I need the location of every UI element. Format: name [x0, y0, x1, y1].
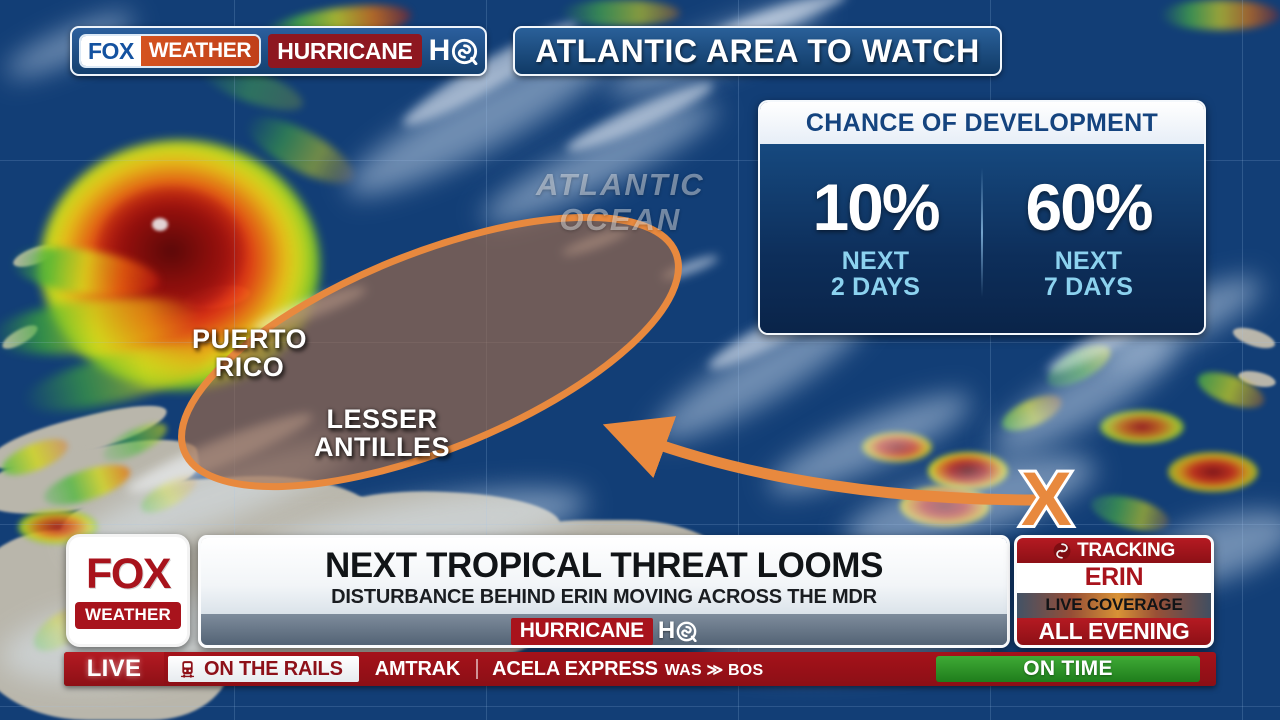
train-icon [180, 660, 195, 679]
lower-third-footer-logo: HURRICANE H [510, 617, 698, 645]
dev-panel-title: CHANCE OF DEVELOPMENT [805, 108, 1159, 137]
dev-panel-body: 10% NEXT 2 DAYS 60% NEXT 7 DAYS [760, 144, 1204, 333]
hurricane-wordmark: HURRICANE [268, 34, 422, 68]
fox-weather-logo: FOX WEATHER [66, 534, 190, 647]
tracking-row: TRACKING [1017, 538, 1211, 564]
disturbance-x-marker: X [1018, 459, 1075, 541]
news-ticker: LIVE ON THE RAILS AMTRAK ACELA EXPRESS [64, 652, 1216, 686]
hq-letter-h: H [428, 34, 451, 67]
lower-third-subtitle: DISTURBANCE BEHIND ERIN MOVING ACROSS TH… [331, 585, 877, 608]
lesser-antilles-line2: ANTILLES [314, 431, 450, 462]
chance-of-development-panel: CHANCE OF DEVELOPMENT 10% NEXT 2 DAYS 60… [758, 100, 1206, 335]
all-evening-label: ALL EVENING [1038, 617, 1190, 644]
ticker-status-label: ON TIME [1023, 657, 1113, 680]
puerto-rico-label: PUERTO RICO [192, 324, 308, 382]
dev-period-2-days: NEXT 2 DAYS [831, 248, 920, 300]
lesser-antilles-label: LESSER ANTILLES [314, 404, 450, 462]
dev-column-7-days: 60% NEXT 7 DAYS [983, 150, 1194, 323]
lower-third-footer: HURRICANE H [201, 614, 1007, 645]
lesser-antilles-line1: LESSER [326, 404, 438, 434]
fox-logo-text: FOX [86, 549, 171, 598]
lower-third-banner: NEXT TROPICAL THREAT LOOMS DISTURBANCE B… [198, 535, 1010, 648]
ticker-operator: AMTRAK [359, 658, 476, 681]
dev-period-2-days-line1: NEXT [841, 246, 910, 275]
tracking-label: TRACKING [1077, 539, 1175, 561]
dev-percent-2-days: 10% [812, 169, 940, 244]
dev-period-2-days-line2: 2 DAYS [830, 272, 921, 301]
dev-period-7-days: NEXT 7 DAYS [1044, 248, 1133, 300]
ticker-route: ACELA EXPRESS WAS ≫ BOS [478, 658, 777, 681]
ticker-live-label: LIVE [86, 655, 142, 682]
footer-hq-letter-h: H [657, 617, 676, 644]
ticker-divider [476, 659, 479, 679]
hurricane-symbol-icon [1053, 542, 1071, 560]
weather-wordmark: WEATHER [140, 36, 260, 66]
fox-wordmark: FOX [81, 36, 141, 66]
live-coverage-row: LIVE COVERAGE [1017, 592, 1211, 619]
tracking-storm-name-row: ERIN [1017, 563, 1211, 593]
headline-text: ATLANTIC AREA TO WATCH [535, 32, 980, 69]
lower-third-title: NEXT TROPICAL THREAT LOOMS [324, 545, 884, 585]
ocean-label-line2: OCEAN [559, 201, 682, 237]
hq-wordmark: H [429, 33, 479, 69]
tracking-erin-box: TRACKING ERIN LIVE COVERAGE ALL EVENING [1014, 535, 1214, 648]
atlantic-ocean-label: ATLANTIC OCEAN [536, 167, 705, 237]
weather-logo-text: WEATHER [75, 601, 181, 629]
ticker-route-leg: WAS ≫ BOS [664, 661, 764, 679]
ticker-status-badge: ON TIME [936, 656, 1200, 682]
x-glyph: X [1018, 457, 1075, 542]
lower-third-main: NEXT TROPICAL THREAT LOOMS DISTURBANCE B… [201, 538, 1007, 614]
hurricane-spiral-icon [676, 621, 697, 642]
top-banner-headline: ATLANTIC AREA TO WATCH [513, 26, 1002, 76]
footer-hq-wordmark: H [658, 617, 697, 645]
dev-percent-7-days: 60% [1025, 169, 1153, 244]
fox-weather-pill: FOX WEATHER [79, 34, 262, 68]
ticker-segment-label: ON THE RAILS [204, 657, 343, 680]
ticker-operator-label: AMTRAK [374, 657, 461, 680]
top-banner: FOX WEATHER HURRICANE H ATLANTIC AREA TO… [70, 26, 1002, 76]
puerto-rico-line2: RICO [214, 351, 285, 382]
hurricane-spiral-icon [451, 38, 478, 65]
live-coverage-label: LIVE COVERAGE [1045, 595, 1183, 615]
dev-panel-divider [981, 168, 983, 297]
ticker-segment-badge: ON THE RAILS [168, 656, 359, 682]
all-evening-row: ALL EVENING [1017, 617, 1211, 645]
tracking-storm-name: ERIN [1084, 563, 1144, 592]
dev-panel-header: CHANCE OF DEVELOPMENT [760, 102, 1204, 144]
dev-period-7-days-line2: 7 DAYS [1043, 272, 1134, 301]
ticker-live-badge: LIVE [64, 652, 164, 686]
footer-hurricane-wordmark: HURRICANE [510, 617, 653, 645]
dev-period-7-days-line1: NEXT [1054, 246, 1123, 275]
dev-column-2-days: 10% NEXT 2 DAYS [770, 150, 981, 323]
ticker-route-name: ACELA EXPRESS [492, 657, 658, 680]
puerto-rico-line1: PUERTO [192, 324, 308, 354]
fox-weather-hurricane-hq-logo: FOX WEATHER HURRICANE H [70, 26, 488, 76]
ocean-label-line1: ATLANTIC [536, 167, 705, 202]
